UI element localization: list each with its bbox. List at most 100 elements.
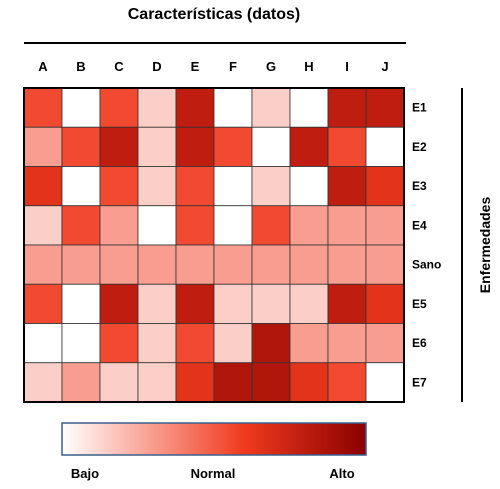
scale-low-label: Bajo (71, 466, 99, 481)
column-label-i: I (345, 59, 349, 74)
heatmap-cell-e7-f (213, 362, 253, 403)
heatmap-cell-e1-c (99, 87, 139, 128)
heatmap-cell-e4-j (365, 205, 405, 246)
heatmap-cell-sano-h (289, 244, 329, 285)
row-label-e2: E2 (412, 140, 427, 154)
column-label-e: E (191, 59, 200, 74)
column-label-h: H (304, 59, 313, 74)
column-label-g: G (266, 59, 276, 74)
heatmap-cell-e3-i (327, 166, 367, 207)
heatmap-cell-e7-g (251, 362, 291, 403)
heatmap-cell-e2-b (61, 126, 101, 167)
heatmap-cell-sano-i (327, 244, 367, 285)
heatmap-cell-e2-a (23, 126, 63, 167)
heatmap-cell-e5-a (23, 283, 63, 324)
heatmap-cell-sano-c (99, 244, 139, 285)
column-label-d: D (152, 59, 161, 74)
heatmap-cell-e5-f (213, 283, 253, 324)
heatmap-cell-e1-d (137, 87, 177, 128)
heatmap-cell-e3-h (289, 166, 329, 207)
side-label: Enfermedades (477, 197, 493, 294)
heatmap-cell-e5-g (251, 283, 291, 324)
heatmap-cell-e6-g (251, 323, 291, 364)
heatmap-cell-e3-d (137, 166, 177, 207)
heatmap-cell-e5-c (99, 283, 139, 324)
heatmap-cell-e4-h (289, 205, 329, 246)
heatmap-cell-e4-b (61, 205, 101, 246)
heatmap-cell-e1-e (175, 87, 215, 128)
heatmap-cell-e5-j (365, 283, 405, 324)
row-label-e4: E4 (412, 218, 427, 232)
row-labels: E1 E2 E3 E4 Sano E5 E6 E7 (412, 101, 441, 390)
heatmap-cell-e6-c (99, 323, 139, 364)
heatmap-cell-e2-e (175, 126, 215, 167)
row-label-e7: E7 (412, 375, 427, 389)
row-label-e3: E3 (412, 179, 427, 193)
heatmap-cell-sano-d (137, 244, 177, 285)
heatmap-border (23, 87, 405, 403)
heatmap-cell-sano-g (251, 244, 291, 285)
heatmap-cell-e4-a (23, 205, 63, 246)
heatmap-cell-e5-i (327, 283, 367, 324)
column-label-j: J (381, 59, 388, 74)
heatmap-cell-sano-a (23, 244, 63, 285)
heatmap-cell-e7-j (365, 362, 405, 403)
heatmap-cell-sano-e (175, 244, 215, 285)
scale-high-label: Alto (329, 466, 354, 481)
heatmap-cell-e3-f (213, 166, 253, 207)
heatmap-cell-e2-d (137, 126, 177, 167)
heatmap-cell-e6-e (175, 323, 215, 364)
heatmap-cell-e7-c (99, 362, 139, 403)
heatmap-cell-e7-a (23, 362, 63, 403)
heatmap-cell-e6-a (23, 323, 63, 364)
heatmap-cell-sano-b (61, 244, 101, 285)
column-label-b: B (76, 59, 85, 74)
heatmap-cell-e7-b (61, 362, 101, 403)
heatmap-cell-e4-e (175, 205, 215, 246)
heatmap-cell-e1-j (365, 87, 405, 128)
heatmap-cell-e3-b (61, 166, 101, 207)
row-label-e6: E6 (412, 336, 427, 350)
heatmap-cell-e3-e (175, 166, 215, 207)
column-label-c: C (114, 59, 124, 74)
column-labels: A B C D E F G H I J (38, 59, 388, 74)
chart-title: Características (datos) (128, 6, 301, 23)
heatmap-cell-e4-i (327, 205, 367, 246)
heatmap-cell-e6-b (61, 323, 101, 364)
heatmap-cell-e4-g (251, 205, 291, 246)
heatmap-cell-e5-b (61, 283, 101, 324)
heatmap-cell-e2-h (289, 126, 329, 167)
heatmap-cell-e1-f (213, 87, 253, 128)
row-label-e5: E5 (412, 297, 427, 311)
heatmap-cell-e1-a (23, 87, 63, 128)
heatmap-cells (23, 87, 405, 403)
heatmap-cell-e2-i (327, 126, 367, 167)
heatmap-cell-e3-c (99, 166, 139, 207)
heatmap-cell-e4-f (213, 205, 253, 246)
heatmap-cell-e2-f (213, 126, 253, 167)
scale-mid-label: Normal (191, 466, 236, 481)
heatmap-cell-e7-d (137, 362, 177, 403)
row-label-sano: Sano (412, 258, 441, 272)
heatmap-cell-e2-g (251, 126, 291, 167)
heatmap-cell-sano-j (365, 244, 405, 285)
heatmap-cell-e6-f (213, 323, 253, 364)
color-scale-bar (61, 422, 367, 456)
heatmap-cell-e1-b (61, 87, 101, 128)
column-label-a: A (38, 59, 48, 74)
heatmap-cell-e1-i (327, 87, 367, 128)
heatmap-cell-e6-j (365, 323, 405, 364)
heatmap-cell-e6-h (289, 323, 329, 364)
heatmap-cell-e3-a (23, 166, 63, 207)
heatmap-cell-e7-i (327, 362, 367, 403)
heatmap-cell-e2-c (99, 126, 139, 167)
heatmap-cell-e7-h (289, 362, 329, 403)
heatmap-cell-e6-d (137, 323, 177, 364)
heatmap-cell-e5-h (289, 283, 329, 324)
heatmap-cell-e2-j (365, 126, 405, 167)
row-label-e1: E1 (412, 101, 427, 115)
heatmap-cell-e1-h (289, 87, 329, 128)
heatmap-cell-e5-e (175, 283, 215, 324)
heatmap-cell-e3-g (251, 166, 291, 207)
